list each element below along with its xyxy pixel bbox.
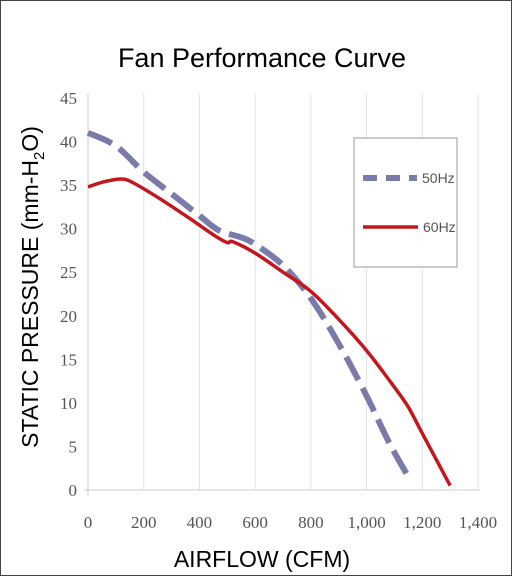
legend: 50Hz 60Hz (353, 137, 458, 268)
x-axis-ticks: 0 200 400 600 800 1,000 1,200 1,400 (84, 513, 497, 532)
y-axis-ticks: 0 5 10 15 20 25 30 35 40 45 (60, 89, 77, 500)
x-tick-label-200: 200 (131, 513, 157, 532)
legend-label-50hz: 50Hz (422, 170, 455, 186)
legend-box (353, 137, 458, 268)
series-line-50hz (86, 130, 412, 479)
x-tick-label-600: 600 (242, 513, 268, 532)
chart-title: Fan Performance Curve (118, 43, 406, 73)
x-tick-label-1000: 1,000 (347, 513, 385, 532)
y-tick-label-0: 0 (69, 481, 78, 500)
legend-label-60hz: 60Hz (423, 219, 456, 235)
x-tick-label-0: 0 (84, 513, 93, 532)
y-axis-label: STATIC PRESSURE (mm-H2O) (17, 126, 48, 448)
x-tick-label-800: 800 (298, 513, 324, 532)
series-lines (86, 130, 452, 487)
series-line-60hz (87, 177, 452, 487)
y-axis-label-main: STATIC PRESSURE (mm-H (17, 160, 43, 448)
x-tick-label-1400: 1,400 (459, 513, 497, 532)
y-tick-label-5: 5 (69, 437, 78, 456)
y-tick-label-40: 40 (60, 133, 77, 152)
y-tick-label-35: 35 (60, 176, 77, 195)
y-tick-label-10: 10 (60, 394, 77, 413)
x-tick-label-400: 400 (187, 513, 213, 532)
y-tick-label-30: 30 (60, 220, 77, 239)
x-tick-label-1200: 1,200 (403, 513, 441, 532)
x-axis-label: AIRFLOW (CFM) (174, 546, 350, 572)
y-axis-label-end: O) (17, 126, 43, 152)
y-tick-label-20: 20 (60, 307, 77, 326)
y-tick-label-45: 45 (60, 89, 77, 108)
y-tick-label-15: 15 (60, 350, 77, 369)
y-axis-label-subscript: 2 (31, 152, 48, 160)
axes (84, 94, 480, 496)
y-tick-label-25: 25 (60, 263, 77, 282)
